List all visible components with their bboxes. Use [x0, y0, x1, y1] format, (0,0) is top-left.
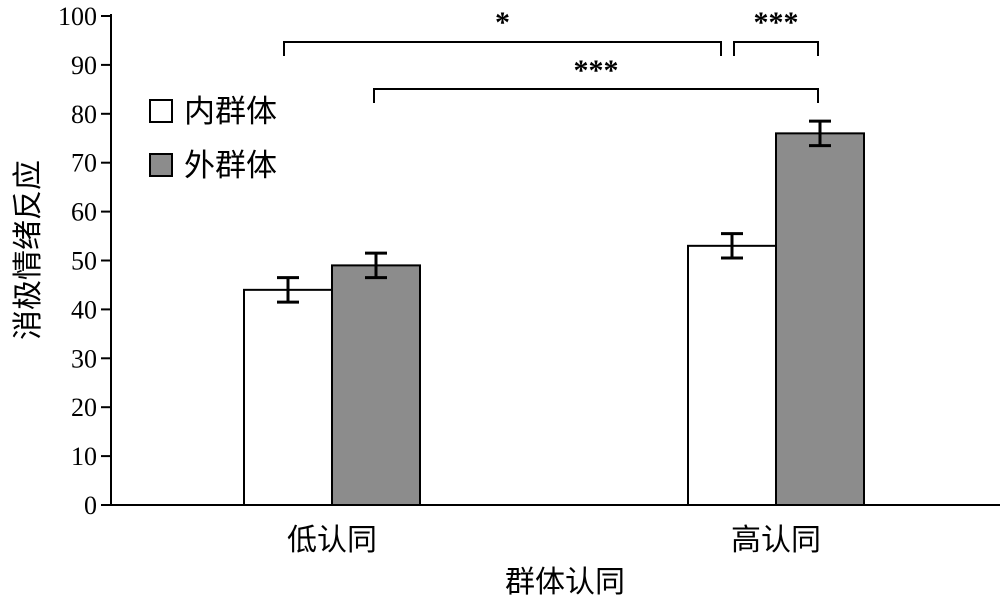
significance-bracket [373, 88, 819, 103]
y-axis-title: 消极情绪反应 [11, 160, 46, 340]
bar [243, 288, 333, 506]
error-bars [277, 119, 831, 304]
legend-swatch [149, 99, 173, 123]
y-tick-label: 80 [71, 100, 97, 129]
y-tick-label: 50 [71, 247, 97, 276]
y-tick-label: 40 [71, 295, 97, 324]
y-tick-label: 0 [84, 491, 97, 520]
legend-label: 外群体 [184, 148, 277, 184]
bar [687, 244, 777, 507]
y-tick-label: 10 [71, 442, 97, 471]
x-axis-category-labels: 低认同 高认同 [287, 523, 821, 558]
significance-label: *** [754, 6, 799, 39]
y-tick-label: 100 [58, 2, 97, 31]
y-tick-label: 30 [71, 344, 97, 373]
significance-label: *** [574, 54, 619, 87]
bars [243, 132, 865, 507]
bar [331, 264, 421, 507]
significance-label: * [495, 6, 510, 39]
y-tick-label: 60 [71, 198, 97, 227]
axes [110, 14, 1000, 506]
x-category-label: 高认同 [731, 523, 821, 558]
y-axis-ticks: 0 10 20 30 40 50 60 70 80 90 100 [58, 2, 111, 520]
significance-bracket [283, 41, 722, 56]
x-axis-title: 群体认同 [505, 565, 625, 598]
y-tick-label: 70 [71, 149, 97, 178]
significance-brackets: * ****** [283, 6, 819, 103]
y-tick-label: 90 [71, 51, 97, 80]
y-tick-label: 20 [71, 393, 97, 422]
legend-swatch [149, 153, 173, 177]
legend-label: 内群体 [184, 94, 277, 130]
significance-bracket [733, 41, 819, 56]
x-category-label: 低认同 [287, 523, 377, 558]
bar [775, 132, 865, 507]
